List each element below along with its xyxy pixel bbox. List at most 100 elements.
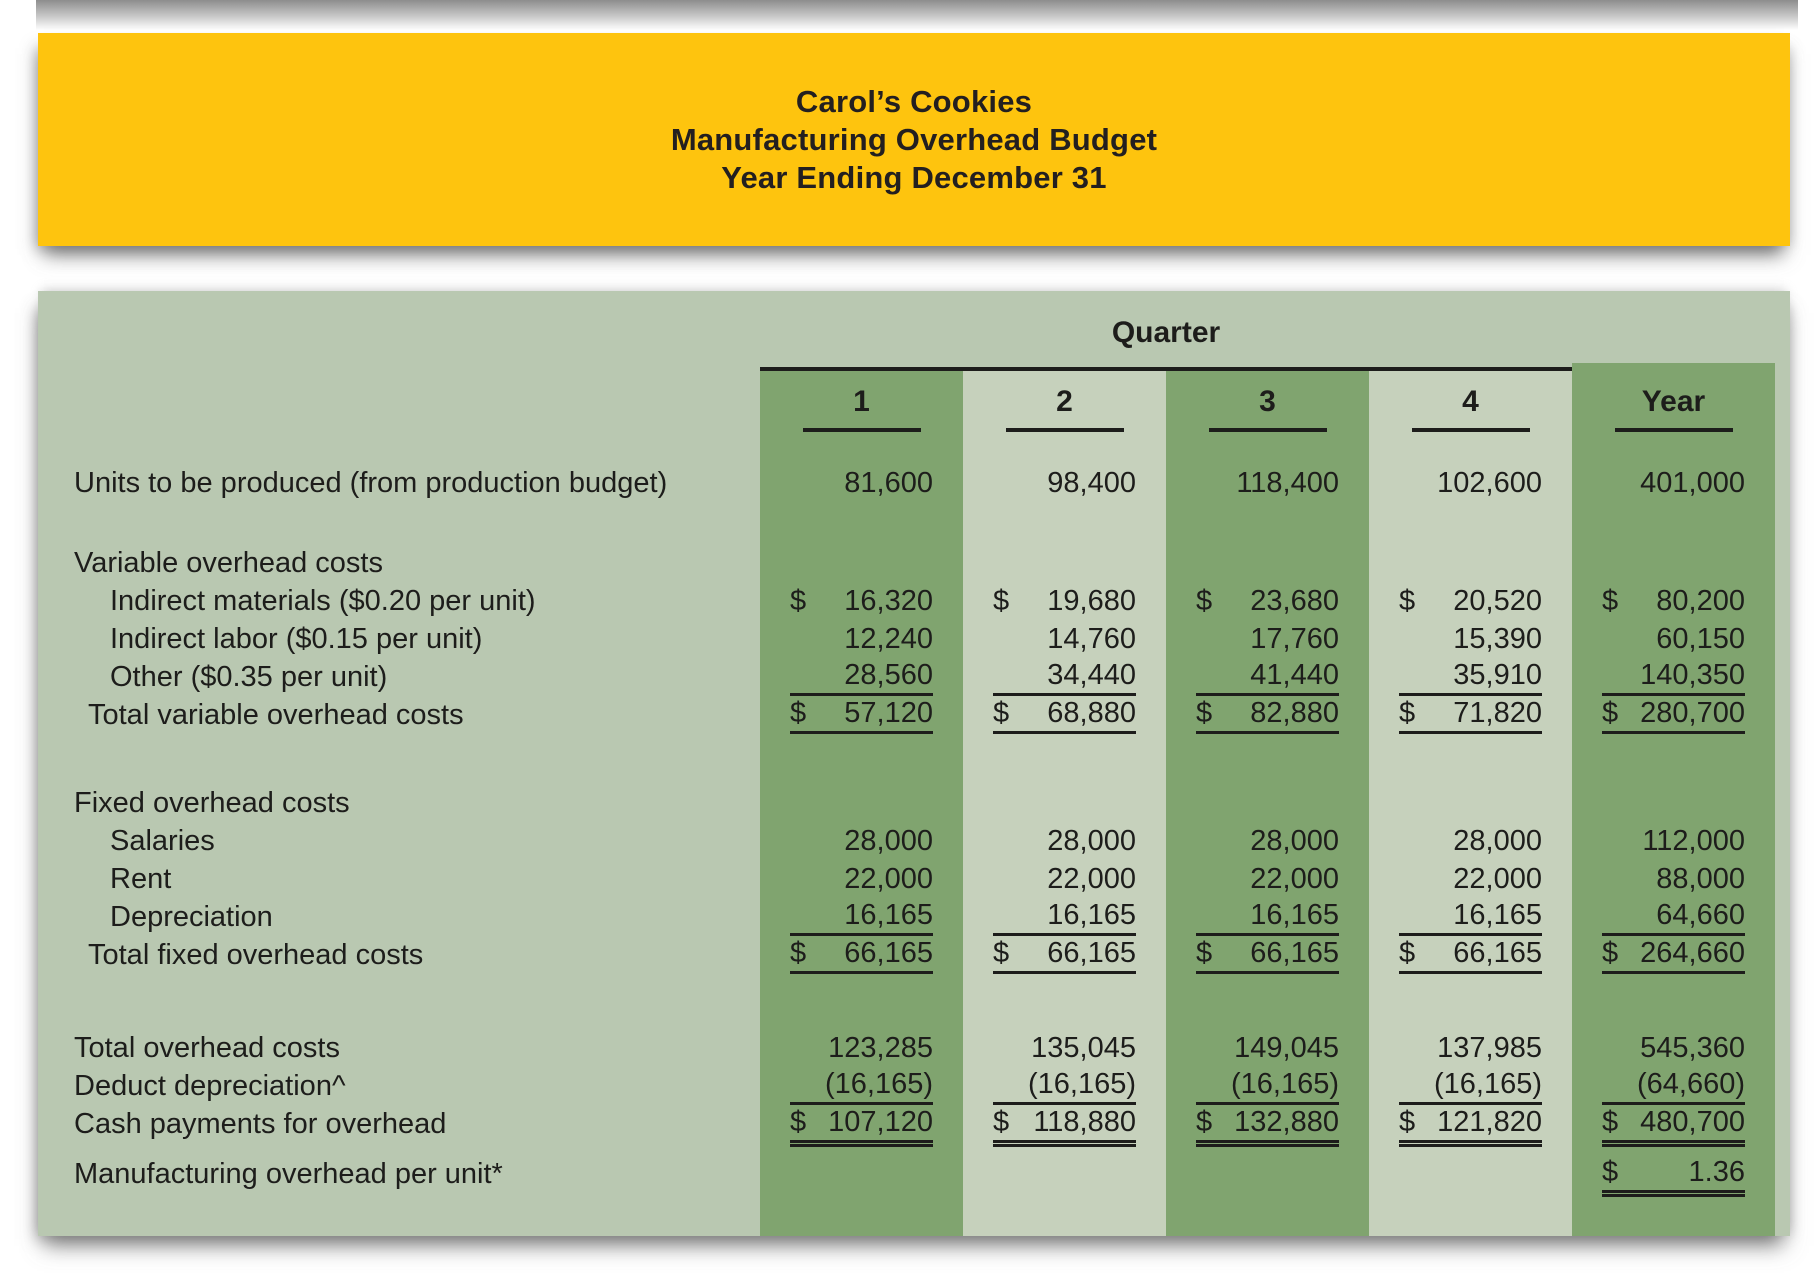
cell-value: 12,240: [844, 622, 933, 655]
cell-amount: 98,400: [993, 465, 1136, 502]
quarter-4-cell: 137,985: [1369, 1030, 1572, 1067]
dollar-sign: $: [993, 584, 1010, 617]
quarter-spanning-header: Quarter: [760, 291, 1572, 371]
cell-amount: (16,165): [1196, 1068, 1339, 1105]
quarter-2-cell: (16,165): [963, 1068, 1166, 1105]
cell-value: 137,985: [1437, 1031, 1542, 1064]
dollar-sign: $: [1399, 584, 1416, 617]
cell-amount: 118,400: [1196, 465, 1339, 502]
row-label: Indirect materials ($0.20 per unit): [110, 584, 536, 617]
dollar-sign: $: [1399, 1106, 1416, 1138]
quarter-4-cell: $121,820: [1369, 1106, 1572, 1147]
quarter-2-cell: $66,165: [963, 937, 1166, 974]
cell-value: 16,165: [1453, 899, 1542, 931]
cell-value: 112,000: [1642, 824, 1745, 857]
quarter-2-cell: 135,045: [963, 1030, 1166, 1067]
cell-value: 14,760: [1047, 622, 1136, 655]
year-cell: 401,000: [1572, 465, 1775, 502]
cell-value: 16,320: [844, 584, 933, 617]
quarter-2-cell: 28,000: [963, 823, 1166, 860]
cell-amount: 14,760: [993, 621, 1136, 658]
cell-amount: 16,165: [1196, 899, 1339, 936]
cell-amount: $121,820: [1399, 1106, 1542, 1147]
cell-amount: 41,440: [1196, 659, 1339, 696]
cell-amount: $118,880: [993, 1106, 1136, 1147]
cell-value: 28,560: [844, 659, 933, 691]
cell-value: (16,165): [824, 1068, 933, 1100]
dollar-sign: $: [1602, 1106, 1619, 1138]
cell-amount: $66,165: [1196, 937, 1339, 974]
cell-amount: 88,000: [1602, 861, 1745, 898]
cell-amount: 17,760: [1196, 621, 1339, 658]
table-row: Total variable overhead costs $57,120 $68,…: [38, 696, 1790, 734]
cell-value: 16,165: [1047, 899, 1136, 931]
cell-value: 121,820: [1437, 1106, 1542, 1138]
dollar-sign: $: [790, 937, 807, 969]
quarter-1-cell: $16,320: [760, 583, 963, 620]
quarter-4-cell: 28,000: [1369, 823, 1572, 860]
quarter-4-cell: $71,820: [1369, 697, 1572, 734]
column-header-q1: 1: [760, 385, 963, 432]
cell-amount: 22,000: [1399, 861, 1542, 898]
column-header-q4: 4: [1369, 385, 1572, 432]
cell-value: 107,120: [828, 1106, 933, 1138]
row-label: Indirect labor ($0.15 per unit): [110, 622, 483, 655]
quarter-2-column-stripe: [963, 367, 1166, 1236]
cell-value: 28,000: [1047, 824, 1136, 857]
dollar-sign: $: [790, 697, 807, 729]
cell-value: 1.36: [1688, 1156, 1745, 1188]
cell-amount: $66,165: [993, 937, 1136, 974]
cell-value: 17,760: [1250, 622, 1339, 655]
cell-value: 140,350: [1640, 659, 1745, 691]
cell-amount: 16,165: [993, 899, 1136, 936]
cell-value: 28,000: [1453, 824, 1542, 857]
cell-amount: 135,045: [993, 1030, 1136, 1067]
cell-amount: 28,000: [1196, 823, 1339, 860]
row-label: Units to be produced (from production bu…: [74, 466, 668, 499]
quarter-3-cell: $23,680: [1166, 583, 1369, 620]
row-label: Deduct depreciation^: [74, 1069, 346, 1102]
cell-amount: 149,045: [1196, 1030, 1339, 1067]
table-row: Deduct depreciation^ (16,165) (16,165) (16,…: [38, 1067, 1790, 1105]
column-header-q3: 3: [1166, 385, 1369, 432]
quarter-2-cell: 34,440: [963, 659, 1166, 696]
table-row: Depreciation 16,165 16,165 16,165 16,165 64,6…: [38, 898, 1790, 936]
year-cell: (64,660): [1572, 1068, 1775, 1105]
cell-value: 57,120: [844, 697, 933, 729]
cell-value: 545,360: [1640, 1031, 1745, 1064]
quarter-3-cell: 22,000: [1166, 861, 1369, 898]
cell-amount: $1.36: [1602, 1156, 1745, 1197]
cell-amount: 28,000: [1399, 823, 1542, 860]
cell-value: 34,440: [1047, 659, 1136, 691]
cell-amount: 34,440: [993, 659, 1136, 696]
quarter-4-cell: 15,390: [1369, 621, 1572, 658]
cell-value: 135,045: [1031, 1031, 1136, 1064]
year-cell: 545,360: [1572, 1030, 1775, 1067]
cell-value: 23,680: [1250, 584, 1339, 617]
cell-amount: $16,320: [790, 583, 933, 620]
quarter-1-cell: 123,285: [760, 1030, 963, 1067]
year-cell: $480,700: [1572, 1106, 1775, 1147]
year-cell: 88,000: [1572, 861, 1775, 898]
dollar-sign: $: [1196, 584, 1213, 617]
cell-value: 480,700: [1640, 1106, 1745, 1138]
dollar-sign: $: [993, 697, 1010, 729]
cell-value: 19,680: [1047, 584, 1136, 617]
dollar-sign: $: [1196, 937, 1213, 969]
cell-value: 280,700: [1640, 697, 1745, 729]
title-banner: Carol’s Cookies Manufacturing Overhead B…: [38, 33, 1790, 246]
cell-value: 66,165: [1453, 937, 1542, 969]
cell-value: 102,600: [1437, 466, 1542, 499]
dollar-sign: $: [1602, 697, 1619, 729]
quarter-1-column-stripe: [760, 367, 963, 1236]
column-headers: 1 2 3 4 Year: [760, 385, 1775, 432]
quarter-1-cell: $66,165: [760, 937, 963, 974]
quarter-4-cell: 16,165: [1369, 899, 1572, 936]
cell-value: 22,000: [844, 862, 933, 895]
cell-value: 16,165: [844, 899, 933, 931]
cell-amount: 123,285: [790, 1030, 933, 1067]
quarter-4-cell: 102,600: [1369, 465, 1572, 502]
dollar-sign: $: [1602, 1156, 1619, 1188]
cell-amount: 22,000: [790, 861, 933, 898]
